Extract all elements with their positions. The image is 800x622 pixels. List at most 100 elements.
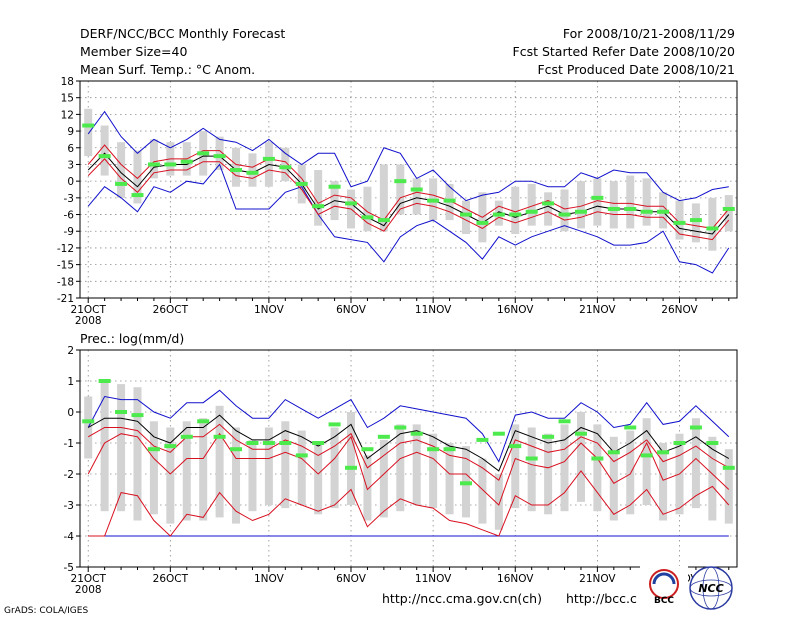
prec-xtick-label: 6NOV xyxy=(336,573,367,585)
temp-box-day-35 xyxy=(642,178,651,226)
temp-median-day-21 xyxy=(410,187,423,192)
bcc-url-link[interactable]: http://bcc.c xyxy=(566,591,637,606)
temp-median-day-22 xyxy=(427,198,440,203)
temp-ytick-label: 6 xyxy=(67,143,74,155)
prec-box-day-2 xyxy=(100,381,109,512)
temp-box-day-28 xyxy=(527,183,536,226)
temp-box-day-2 xyxy=(100,125,109,176)
temp-median-day-35 xyxy=(640,209,653,214)
ncc-logo-text: NCC xyxy=(698,582,723,595)
prec-xtick-label: 26OCT xyxy=(153,573,189,585)
prec-median-day-36 xyxy=(657,450,670,455)
temp-box-day-5 xyxy=(149,139,158,179)
temp-box-day-34 xyxy=(626,175,635,229)
temp-ytick-label: 0 xyxy=(67,176,74,188)
prec-ytick-label: -4 xyxy=(64,531,75,543)
temp-box-day-40 xyxy=(724,195,733,232)
prec-box-day-32 xyxy=(593,424,602,512)
prec-xtick-label: 21NOV xyxy=(579,573,616,585)
prec-median-day-20 xyxy=(394,425,407,430)
prec-median-day-17 xyxy=(345,465,358,470)
prec-median-day-6 xyxy=(164,444,177,449)
prec-median-day-23 xyxy=(443,447,456,452)
temp-spread-low-line xyxy=(87,158,730,241)
temp-box-day-31 xyxy=(576,181,585,229)
prec-median-day-26 xyxy=(492,431,505,436)
prec-box-day-33 xyxy=(609,436,618,521)
temp-ytick-label: -21 xyxy=(57,293,74,305)
prec-box-day-4 xyxy=(133,387,142,521)
prec-median-day-38 xyxy=(689,425,702,430)
temp-plot-frame xyxy=(79,80,738,299)
temp-xtick-label: 21NOV xyxy=(579,304,616,316)
temp-median-day-33 xyxy=(607,206,620,211)
temp-median-day-4 xyxy=(131,193,144,198)
temp-box-day-24 xyxy=(461,200,470,235)
prec-box-day-23 xyxy=(445,443,454,515)
temp-median-day-37 xyxy=(673,220,686,225)
temp-box-day-15 xyxy=(314,170,323,226)
precip-panel-title: Prec.: log(mm/d) xyxy=(80,331,184,346)
prec-box-day-7 xyxy=(182,421,191,521)
prec-median-day-7 xyxy=(180,434,193,439)
temp-xtick-label: 26OCT xyxy=(153,304,189,316)
prec-median-day-18 xyxy=(361,447,374,452)
forecast-period-label: For 2008/10/21-2008/11/29 xyxy=(563,26,735,41)
temp-box-day-9 xyxy=(215,136,224,171)
prec-ytick-label: 0 xyxy=(67,407,74,419)
prec-year-label: 2008 xyxy=(75,584,102,596)
temp-median-day-40 xyxy=(722,206,735,211)
prec-median-day-11 xyxy=(246,441,259,445)
prec-median-day-22 xyxy=(427,447,440,452)
temp-ytick-label: -18 xyxy=(57,276,74,288)
prec-box-day-26 xyxy=(494,474,503,530)
prec-median-day-8 xyxy=(197,419,210,424)
prec-ytick-label: -3 xyxy=(64,500,74,512)
prec-box-day-13 xyxy=(281,421,290,509)
temp-xtick-label: 6NOV xyxy=(336,304,367,316)
temp-median-day-12 xyxy=(262,156,275,161)
temp-median-day-16 xyxy=(328,184,341,189)
prec-median-day-25 xyxy=(476,437,489,442)
bcc-logo: BCC xyxy=(640,566,688,610)
prec-box-day-19 xyxy=(379,439,388,518)
prec-max-line xyxy=(87,389,730,463)
temp-median-day-8 xyxy=(197,151,210,156)
prec-median-day-33 xyxy=(607,450,620,455)
temp-year-label: 2008 xyxy=(75,315,102,327)
temp-median-day-13 xyxy=(279,165,292,170)
prec-median-day-29 xyxy=(542,434,555,439)
temp-box-day-38 xyxy=(691,203,700,243)
prec-box-day-20 xyxy=(396,424,405,512)
temp-ytick-label: 3 xyxy=(67,159,74,171)
temp-ytick-label: 9 xyxy=(67,126,74,138)
member-size-label: Member Size=40 xyxy=(80,44,187,59)
prec-box-day-31 xyxy=(576,412,585,502)
prec-median-day-5 xyxy=(147,447,160,452)
temp-box-day-1 xyxy=(84,108,93,157)
prec-median-day-34 xyxy=(624,425,637,430)
prec-median-day-13 xyxy=(279,441,292,445)
prec-spread-high-line xyxy=(87,423,730,481)
temp-xtick-label: 21OCT xyxy=(71,304,107,316)
temp-ytick-label: 12 xyxy=(61,109,74,121)
prec-median-day-15 xyxy=(312,441,325,445)
prec-median-day-28 xyxy=(525,456,538,461)
temp-median-day-20 xyxy=(394,179,407,184)
prec-box-day-14 xyxy=(297,430,306,505)
ncc-url-link[interactable]: http://ncc.cma.gov.cn(ch) xyxy=(382,591,542,606)
temp-median-day-1 xyxy=(82,123,95,128)
prec-box-day-15 xyxy=(314,443,323,515)
temperature-panel: -21 -18 -15 -12 -9 -6 -3 0 3 6 9 12 15 18 21OCT 26OCT 1N… xyxy=(57,76,738,327)
prec-median-day-32 xyxy=(591,456,604,461)
temp-median-day-38 xyxy=(689,218,702,223)
bcc-logo-text: BCC xyxy=(654,596,674,606)
prec-box-day-40 xyxy=(724,449,733,524)
temp-median-day-27 xyxy=(509,212,522,217)
temp-spread-high-line xyxy=(87,144,730,229)
prec-median-day-3 xyxy=(115,410,128,414)
prec-median-day-27 xyxy=(509,444,522,449)
temp-box-day-33 xyxy=(609,181,618,229)
prec-box-day-27 xyxy=(511,424,520,509)
